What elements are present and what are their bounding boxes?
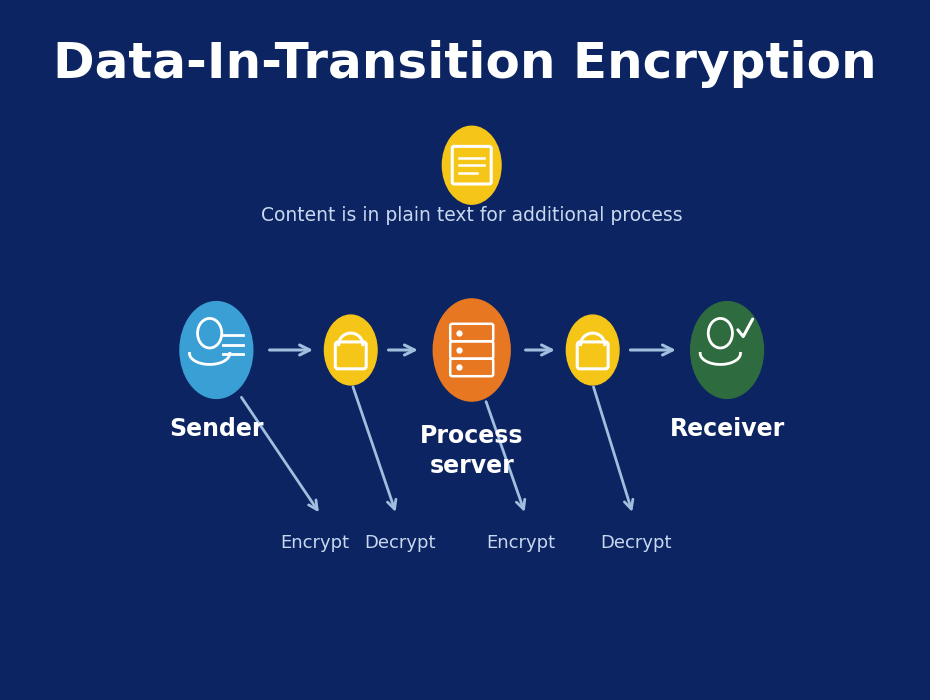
Text: Data-In-Transition Encryption: Data-In-Transition Encryption (53, 41, 877, 88)
Ellipse shape (179, 302, 253, 398)
Ellipse shape (566, 315, 619, 385)
Ellipse shape (691, 302, 764, 398)
Text: Encrypt: Encrypt (281, 534, 350, 552)
Text: Decrypt: Decrypt (364, 534, 435, 552)
Ellipse shape (443, 126, 501, 204)
Text: Sender: Sender (169, 417, 263, 441)
Text: Decrypt: Decrypt (601, 534, 672, 552)
Ellipse shape (433, 299, 511, 401)
Text: Process
server: Process server (420, 424, 524, 477)
Text: Receiver: Receiver (670, 417, 785, 441)
Ellipse shape (325, 315, 377, 385)
Text: Content is in plain text for additional process: Content is in plain text for additional … (261, 206, 683, 225)
Text: Encrypt: Encrypt (486, 534, 555, 552)
